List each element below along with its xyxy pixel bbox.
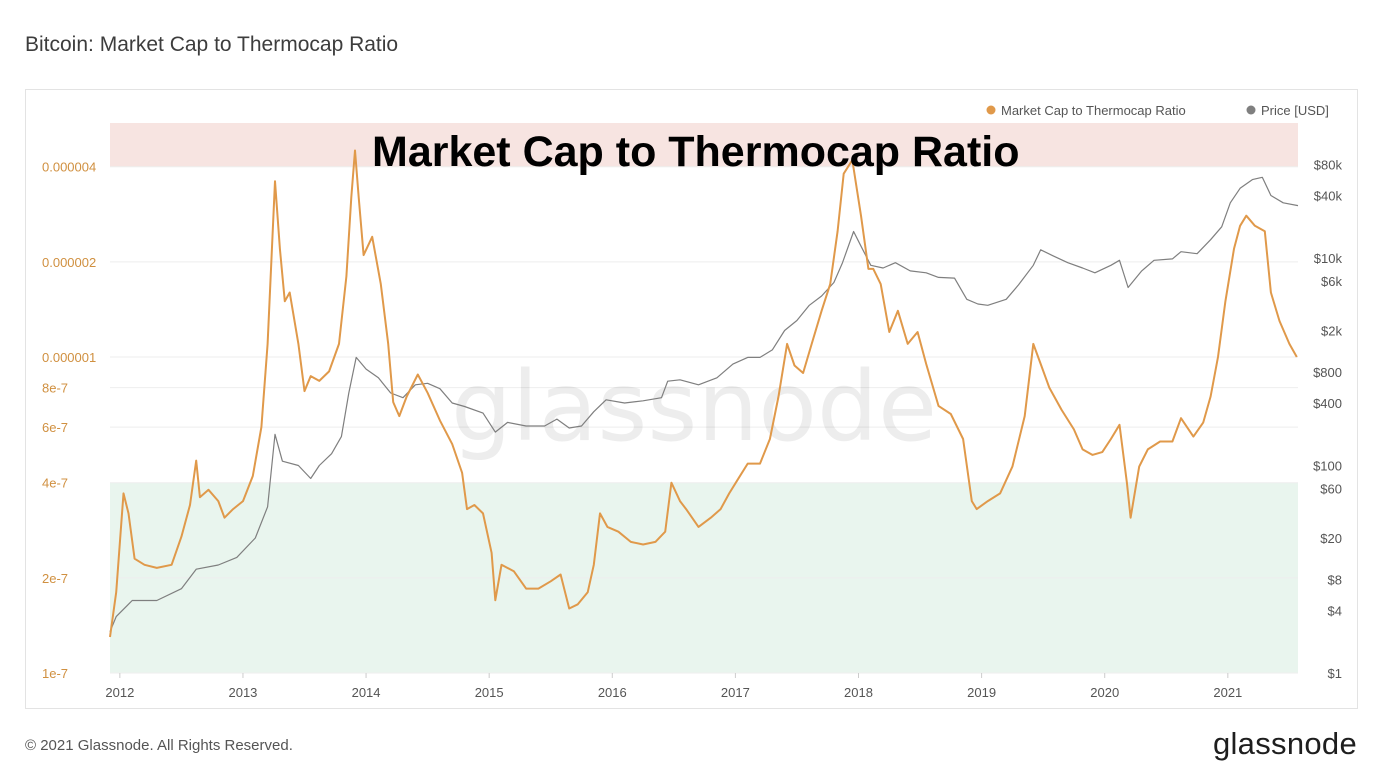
price-series-line [109,176,1299,632]
y-right-tick-label: $100 [1313,458,1342,473]
y-left-tick-label: 6e-7 [42,420,68,435]
y-right-tick-label: $800 [1313,365,1342,380]
x-tick-label: 2012 [105,685,134,700]
glassnode-logo: glassnode [1212,726,1357,761]
x-tick-label: 2014 [352,685,381,700]
chart-frame [25,89,1358,709]
y-right-tick-label: $6k [1321,274,1342,289]
y-left-tick-label: 0.000004 [42,160,96,175]
y-right-tick-label: $2k [1321,324,1342,339]
y-left-tick-label: 0.000002 [42,255,96,270]
y-right-tick-label: $4 [1328,604,1342,619]
y-right-tick-label: $40k [1314,189,1343,204]
y-right-tick-label: $10k [1314,251,1343,266]
y-right-tick-label: $20 [1320,531,1342,546]
y-left-tick-label: 8e-7 [42,381,68,396]
footer-copyright: © 2021 Glassnode. All Rights Reserved. [25,737,293,754]
y-right-tick-label: $60 [1320,482,1342,497]
x-tick-label: 2020 [1090,685,1119,700]
y-left-tick-label: 1e-7 [42,666,68,681]
watermark: glassnode [451,351,937,463]
x-tick-label: 2015 [475,685,504,700]
x-tick-label: 2013 [228,685,257,700]
overlay-title: Market Cap to Thermocap Ratio [372,128,1020,176]
y-right-tick-label: $1 [1328,666,1342,681]
x-tick-label: 2021 [1213,685,1242,700]
ratio-series-line [109,149,1298,638]
y-right-tick-label: $80k [1314,157,1343,172]
x-tick-label: 2019 [967,685,996,700]
y-right-tick-label: $400 [1313,396,1342,411]
legend-price-marker [1246,105,1256,115]
y-left-tick-label: 0.000001 [42,350,96,365]
y-right-tick-label: $8 [1328,572,1342,587]
legend-price-label: Price [USD] [1261,103,1329,118]
x-tick-label: 2016 [598,685,627,700]
y-left-tick-label: 2e-7 [42,571,68,586]
y-left-tick-label: 4e-7 [42,476,68,491]
legend-ratio-label: Market Cap to Thermocap Ratio [1001,103,1186,118]
page-title: Bitcoin: Market Cap to Thermocap Ratio [25,33,399,56]
legend-ratio-marker [986,105,996,115]
x-tick-label: 2018 [844,685,873,700]
overvalued-band [110,123,1298,167]
x-tick-label: 2017 [721,685,750,700]
